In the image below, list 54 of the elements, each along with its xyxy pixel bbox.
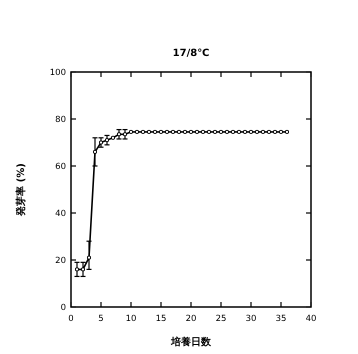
point [74,267,80,272]
point [92,150,98,154]
y-axis-title: 発芽率 (%) [15,163,27,217]
point [122,132,128,136]
point [212,130,218,134]
point [158,130,164,134]
point [272,130,278,134]
point [170,130,176,134]
y-tick-label: 60 [55,162,66,172]
point [230,130,236,134]
point [182,130,188,134]
point [110,136,116,140]
x-tick-label: 35 [276,314,286,324]
x-axis-title: 培養日数 [170,336,212,348]
point [248,130,254,134]
x-tick-label: 10 [126,314,136,324]
point [200,130,206,134]
x-tick-label: 30 [246,314,256,324]
point [80,267,86,272]
point [206,130,212,134]
point [104,138,110,142]
point [260,130,266,134]
point [194,130,200,134]
point [278,130,284,134]
point [152,130,158,134]
point [266,130,272,134]
point [140,130,146,134]
x-tick-label: 20 [186,314,196,324]
x-tick-label: 15 [156,314,166,324]
chart-title: 17/8℃ [172,48,210,59]
x-tick-label: 5 [98,314,104,324]
point [236,130,242,134]
point [284,130,290,134]
x-tick-label: 25 [216,314,226,324]
point [254,130,260,134]
y-tick-label: 100 [50,68,66,78]
x-tick-label: 0 [68,314,74,324]
y-tick-label: 20 [55,256,66,266]
point [242,130,248,134]
point [224,130,230,134]
y-tick-label: 40 [55,209,66,219]
point [128,130,134,134]
point [176,130,182,134]
point [218,130,224,134]
point [98,140,104,145]
y-tick-label: 80 [55,115,66,125]
point [116,132,122,136]
y-tick-label: 0 [60,303,66,313]
point [146,130,152,134]
x-tick-label: 40 [306,314,316,324]
point [164,130,170,134]
point [134,130,140,134]
point [188,130,194,134]
point [86,256,92,260]
